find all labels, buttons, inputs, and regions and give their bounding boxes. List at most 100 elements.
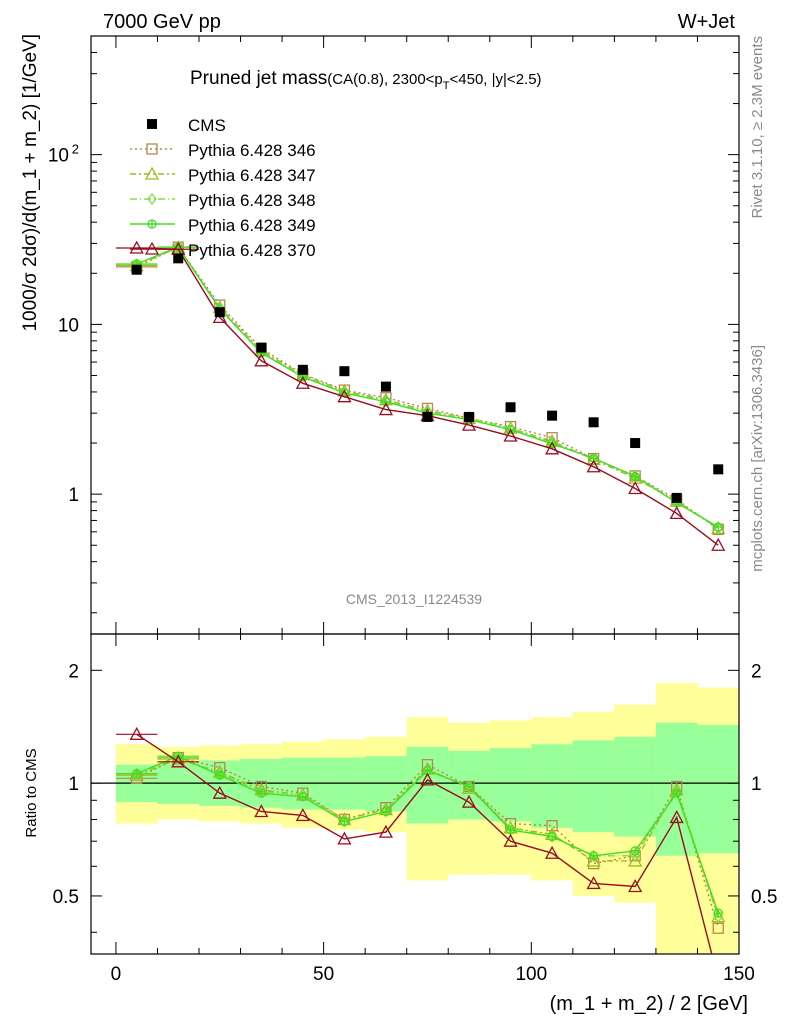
- xtick-label-0: 0: [111, 964, 122, 985]
- main-point-pythia-6-428-370-6: [378, 402, 394, 416]
- ratio-point-pythia-6-428-370-12: [628, 879, 643, 893]
- cms-point-12: [630, 438, 641, 449]
- legend-item-pythia-6-428-349: Pythia 6.428 349: [130, 216, 316, 235]
- ratio-point-pythia-6-428-370-1: [171, 754, 186, 768]
- legend-label-pythia-6-428-349: Pythia 6.428 349: [188, 216, 316, 235]
- main-point-pythia-6-428-370-12: [628, 481, 643, 495]
- cms-point-13: [671, 492, 682, 503]
- header-right: W+Jet: [678, 11, 736, 33]
- cms-data-points: [131, 253, 724, 503]
- inner-band-10: [531, 744, 573, 828]
- plot-title-cut-b: <450, |y|<2.5): [450, 71, 542, 88]
- ratio-ytick-label-right-1: 1: [751, 774, 762, 795]
- main-point-pythia-6-428-370-8: [461, 417, 477, 431]
- xtick-label-100: 100: [515, 964, 547, 985]
- legend-marker-pythia-6-428-347: [144, 166, 160, 180]
- main-ytick-sup: 2: [72, 142, 79, 157]
- cms-point-14: [713, 464, 724, 475]
- ratio-point-pythia-6-428-370-3: [254, 804, 269, 818]
- cms-point-9: [505, 402, 516, 413]
- ratio-ylabel: Ratio to CMS: [23, 748, 40, 837]
- ratio-point-pythia-6-428-347-11: [586, 853, 601, 867]
- inner-band-14: [697, 724, 739, 854]
- ratio-point-pythia-6-428-370-10: [544, 845, 560, 859]
- main-point-pythia-6-428-348-1: [173, 241, 184, 254]
- ratio-uncertainty-bands: [115, 683, 739, 954]
- ratio-point-pythia-6-428-348-10: [547, 830, 557, 843]
- cms-point-0: [131, 264, 142, 275]
- main-point-pythia-6-428-370-5: [337, 389, 352, 403]
- ratio-ytick-label-left-2: 2: [68, 661, 79, 682]
- main-point-pythia-6-428-370-4: [295, 375, 310, 389]
- ratio-point-pythia-6-428-348-14: [713, 910, 724, 923]
- xtick-label-50: 50: [313, 964, 334, 985]
- cms-point-10: [547, 410, 558, 421]
- legend-label-pythia-6-428-347: Pythia 6.428 347: [188, 166, 316, 185]
- main-point-pythia-6-428-370-0: [129, 240, 144, 254]
- legend-item-pythia-6-428-347: Pythia 6.428 347: [130, 166, 316, 185]
- legend-label-pythia-6-428-348: Pythia 6.428 348: [188, 191, 316, 210]
- legend-item-pythia-6-428-348: Pythia 6.428 348: [130, 191, 316, 210]
- inner-band-12: [614, 736, 656, 837]
- main-series-pythia-6-428-349: [115, 242, 723, 532]
- ratio-point-pythia-6-428-370-4: [295, 808, 310, 822]
- main-series-pythia-6-428-347: [115, 240, 726, 534]
- inner-band-9: [489, 748, 532, 822]
- cms-point-3: [256, 342, 267, 353]
- main-point-pythia-6-428-370-10: [544, 441, 560, 455]
- main-line-pythia-6-428-370: [136, 247, 719, 546]
- ratio-ytick-label-right-0-5: 0.5: [751, 887, 777, 908]
- cms-point-6: [380, 381, 391, 392]
- cms-point-2: [214, 307, 225, 318]
- ratio-point-pythia-6-428-370-11: [586, 876, 601, 890]
- cms-point-7: [422, 411, 433, 422]
- ratio-ytick-label-left-0-5: 0.5: [53, 887, 79, 908]
- ratio-point-pythia-6-428-370-13: [669, 810, 684, 824]
- legend-label-pythia-6-428-370: Pythia 6.428 370: [188, 241, 316, 260]
- ratio-ytick-label-left-1: 1: [68, 774, 79, 795]
- plot-title: Pruned jet mass(CA(0.8), 2300<pT<450, |y…: [190, 68, 542, 92]
- legend-marker-cms: [147, 119, 157, 129]
- legend-marker-pythia-6-428-370: [144, 241, 160, 255]
- cms-point-5: [339, 366, 350, 377]
- main-series-group: [115, 240, 726, 551]
- inner-band-11: [572, 740, 615, 833]
- ratio-series-pythia-6-428-370: [115, 726, 713, 954]
- rivet-label: Rivet 3.1.10, ≥ 2.3M events: [749, 36, 766, 219]
- cms-point-11: [588, 417, 599, 428]
- plot-title-main: Pruned jet mass: [190, 68, 327, 89]
- main-point-pythia-6-428-370-3: [254, 353, 269, 367]
- ratio-point-pythia-6-428-348-6: [381, 805, 391, 818]
- legend-label-pythia-6-428-346: Pythia 6.428 346: [188, 141, 316, 160]
- legend-item-cms: CMS: [147, 116, 226, 135]
- plot-title-cut-sub: T: [443, 80, 450, 92]
- legend-marker-pythia-6-428-348: [147, 192, 157, 206]
- ratio-point-pythia-6-428-370-5: [337, 831, 352, 845]
- cms-point-4: [297, 364, 308, 375]
- xtick-label-150: 150: [723, 964, 755, 985]
- legend-marker-pythia-6-428-346: [146, 143, 158, 155]
- main-series-pythia-6-428-346: [115, 241, 724, 536]
- ratio-point-pythia-6-428-346-14: [712, 922, 724, 934]
- main-point-pythia-6-428-370-11: [586, 459, 601, 473]
- ratio-point-pythia-6-428-370-7: [420, 772, 435, 786]
- main-ylabel: 1000/σ 2dσ)/d(m_1 + m_2) [1/GeV]: [20, 34, 41, 332]
- xlabel: (m_1 + m_2) / 2 [GeV]: [550, 993, 748, 1015]
- ratio-line-pythia-6-428-370: [136, 733, 713, 954]
- main-line-pythia-6-428-349: [136, 246, 719, 528]
- watermark: CMS_2013_I1224539: [346, 591, 482, 607]
- ratio-point-pythia-6-428-370-0: [129, 726, 144, 740]
- legend-item-pythia-6-428-370: Pythia 6.428 370: [130, 241, 316, 260]
- ratio-point-pythia-6-428-348-7: [422, 764, 433, 777]
- ratio-axes: 0.5 0.5 1 1 2 2 0 50 100 150: [53, 633, 777, 985]
- main-ytick-label-10: 10: [58, 315, 79, 336]
- ratio-point-pythia-6-428-370-8: [461, 794, 477, 808]
- cms-point-1: [173, 253, 184, 264]
- main-line-pythia-6-428-347: [136, 246, 719, 529]
- main-point-pythia-6-428-370-9: [503, 428, 518, 442]
- ratio-point-pythia-6-428-370-9: [503, 833, 518, 847]
- legend-label-cms: CMS: [188, 116, 226, 135]
- legend: CMS Pythia 6.428 346 Pythia 6.428 347 Pythi…: [130, 116, 316, 260]
- main-point-pythia-6-428-370-14: [711, 537, 726, 551]
